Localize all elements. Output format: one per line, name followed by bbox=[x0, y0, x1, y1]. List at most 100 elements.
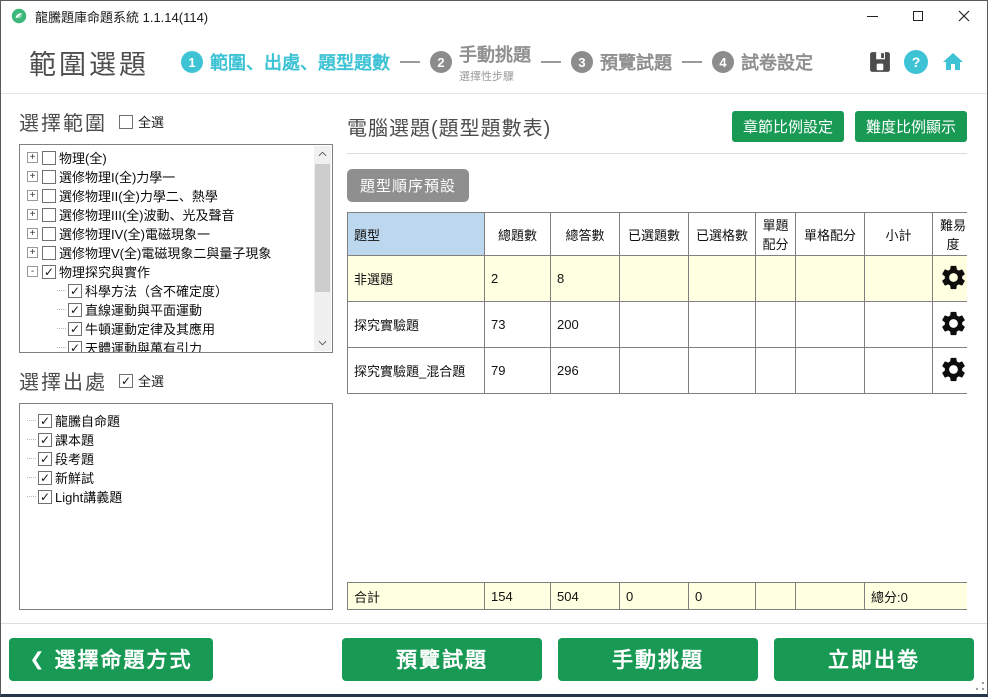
tree-item-label: 選修物理V(全)電磁現象二與量子現象 bbox=[59, 246, 272, 261]
tree-connector bbox=[27, 496, 36, 497]
resize-grip[interactable] bbox=[976, 682, 984, 690]
chapter-ratio-button[interactable]: 章節比例設定 bbox=[731, 111, 844, 142]
col-header-total-answers: 總答數 bbox=[550, 212, 620, 256]
totals-table: 合計 154 504 0 0 總分:0 bbox=[347, 582, 967, 610]
minimize-button[interactable] bbox=[849, 1, 895, 31]
maximize-button[interactable] bbox=[895, 1, 941, 31]
tree-item[interactable]: - ✓ 物理探究與實作 bbox=[20, 262, 332, 281]
help-button[interactable]: ? bbox=[904, 50, 928, 74]
tree-item-label: 物理探究與實作 bbox=[59, 265, 151, 280]
expand-icon[interactable]: + bbox=[27, 190, 38, 201]
step-4-circle: 4 bbox=[712, 51, 734, 73]
tree-item[interactable]: ✓ 科學方法（含不確定度） bbox=[20, 281, 332, 300]
tree-checkbox[interactable] bbox=[42, 245, 56, 260]
cell-points-per-question bbox=[755, 301, 796, 348]
close-button[interactable] bbox=[941, 1, 987, 31]
right-panel: 電腦選題(題型題數表) 章節比例設定 難度比例顯示 題型順序預設 題型 總題數 bbox=[347, 94, 967, 623]
difficulty-settings-button[interactable] bbox=[939, 309, 968, 341]
source-select-all-checkbox[interactable]: ✓ bbox=[119, 373, 133, 388]
col-header-subtotal: 小計 bbox=[864, 212, 933, 256]
tree-item[interactable]: ✓ 天體運動與萬有引力 bbox=[20, 338, 332, 353]
tree-item[interactable]: + 選修物理IV(全)電磁現象一 bbox=[20, 224, 332, 243]
list-item[interactable]: ✓ 課本題 bbox=[20, 430, 332, 449]
table-row: 探究實驗題_混合題 79 296 bbox=[347, 347, 968, 394]
tree-connector bbox=[27, 420, 36, 421]
tree-item-label: 選修物理II(全)力學二、熱學 bbox=[59, 189, 218, 204]
tree-checkbox[interactable] bbox=[42, 150, 56, 165]
step-2-circle: 2 bbox=[430, 51, 452, 73]
cell-total-answers: 296 bbox=[550, 347, 620, 394]
tree-checkbox[interactable] bbox=[42, 207, 56, 222]
cell-selected-questions bbox=[619, 347, 689, 394]
tree-connector bbox=[57, 328, 66, 329]
type-order-preset-button[interactable]: 題型順序預設 bbox=[347, 169, 470, 202]
tree-checkbox[interactable]: ✓ bbox=[68, 283, 82, 298]
list-item[interactable]: ✓ 新鮮試 bbox=[20, 468, 332, 487]
source-checkbox[interactable]: ✓ bbox=[38, 451, 52, 466]
expand-icon[interactable]: + bbox=[27, 228, 38, 239]
back-to-mode-button[interactable]: ❮ 選擇命題方式 bbox=[9, 637, 213, 681]
scrollbar-thumb[interactable] bbox=[315, 164, 330, 292]
tree-item[interactable]: ✓ 牛頓運動定律及其應用 bbox=[20, 319, 332, 338]
source-list: ✓ 龍騰自命題 ✓ 課本題 ✓ 段考題 ✓ 新鮮試 bbox=[19, 403, 333, 610]
tree-item[interactable]: ✓ 直線運動與平面運動 bbox=[20, 300, 332, 319]
scroll-down-icon[interactable] bbox=[314, 335, 331, 351]
tree-item[interactable]: + 物理(全) bbox=[20, 148, 332, 167]
list-item[interactable]: ✓ 段考題 bbox=[20, 449, 332, 468]
difficulty-settings-button[interactable] bbox=[939, 355, 968, 387]
tree-item[interactable]: + 選修物理I(全)力學一 bbox=[20, 167, 332, 186]
cell-points-per-question bbox=[755, 347, 796, 394]
total-selected-questions: 0 bbox=[619, 582, 689, 610]
generate-exam-button[interactable]: 立即出卷 bbox=[774, 637, 974, 681]
tree-item[interactable]: + 選修物理II(全)力學二、熱學 bbox=[20, 186, 332, 205]
total-points-per-cell bbox=[795, 582, 865, 610]
tree-checkbox[interactable]: ✓ bbox=[42, 264, 56, 279]
preview-questions-button[interactable]: 預覽試題 bbox=[342, 637, 542, 681]
step-3-label: 預覽試題 bbox=[600, 53, 672, 73]
table-row: 探究實驗題 73 200 bbox=[347, 301, 968, 348]
totals-row: 合計 154 504 0 0 總分:0 bbox=[347, 582, 967, 610]
source-checkbox[interactable]: ✓ bbox=[38, 432, 52, 447]
difficulty-ratio-button[interactable]: 難度比例顯示 bbox=[854, 111, 967, 142]
tree-connector bbox=[57, 290, 66, 291]
gear-icon bbox=[941, 357, 965, 381]
cell-selected-cells bbox=[688, 255, 756, 302]
manual-pick-button[interactable]: 手動挑題 bbox=[558, 637, 758, 681]
cell-total-questions: 79 bbox=[484, 347, 551, 394]
cell-points-per-question bbox=[755, 255, 796, 302]
scroll-up-icon[interactable] bbox=[314, 146, 331, 162]
cell-subtotal bbox=[864, 347, 933, 394]
home-button[interactable] bbox=[941, 50, 965, 74]
list-item[interactable]: ✓ Light講義題 bbox=[20, 487, 332, 506]
tree-item-label: 選修物理I(全)力學一 bbox=[59, 170, 176, 185]
expand-icon[interactable]: + bbox=[27, 152, 38, 163]
source-checkbox[interactable]: ✓ bbox=[38, 413, 52, 428]
tree-checkbox[interactable]: ✓ bbox=[68, 321, 82, 336]
save-button[interactable] bbox=[869, 51, 891, 73]
left-panel: 選擇範圍 全選 + 物理(全) + 選修物理I(全)力學一 + bbox=[19, 94, 333, 623]
tree-checkbox[interactable]: ✓ bbox=[68, 340, 82, 353]
table-row: 非選題 2 8 bbox=[347, 255, 968, 302]
tree-checkbox[interactable]: ✓ bbox=[68, 302, 82, 317]
tree-checkbox[interactable] bbox=[42, 188, 56, 203]
tree-scrollbar[interactable] bbox=[314, 146, 331, 351]
source-checkbox[interactable]: ✓ bbox=[38, 489, 52, 504]
expand-icon[interactable]: + bbox=[27, 247, 38, 258]
scope-select-all-checkbox[interactable] bbox=[119, 114, 133, 129]
collapse-icon[interactable]: - bbox=[27, 266, 38, 277]
difficulty-settings-button[interactable] bbox=[939, 263, 968, 295]
total-score: 總分:0 bbox=[864, 582, 967, 610]
tree-item[interactable]: + 選修物理V(全)電磁現象二與量子現象 bbox=[20, 243, 332, 262]
expand-icon[interactable]: + bbox=[27, 209, 38, 220]
tree-checkbox[interactable] bbox=[42, 169, 56, 184]
source-checkbox[interactable]: ✓ bbox=[38, 470, 52, 485]
bottom-action-bar: ❮ 選擇命題方式 預覽試題 手動挑題 立即出卷 bbox=[1, 623, 987, 694]
tree-checkbox[interactable] bbox=[42, 226, 56, 241]
chevron-left-icon: ❮ bbox=[29, 648, 47, 669]
main-content: 選擇範圍 全選 + 物理(全) + 選修物理I(全)力學一 + bbox=[1, 94, 987, 623]
col-header-total-questions: 總題數 bbox=[484, 212, 551, 256]
list-item[interactable]: ✓ 龍騰自命題 bbox=[20, 411, 332, 430]
tree-item[interactable]: + 選修物理III(全)波動、光及聲音 bbox=[20, 205, 332, 224]
expand-icon[interactable]: + bbox=[27, 171, 38, 182]
